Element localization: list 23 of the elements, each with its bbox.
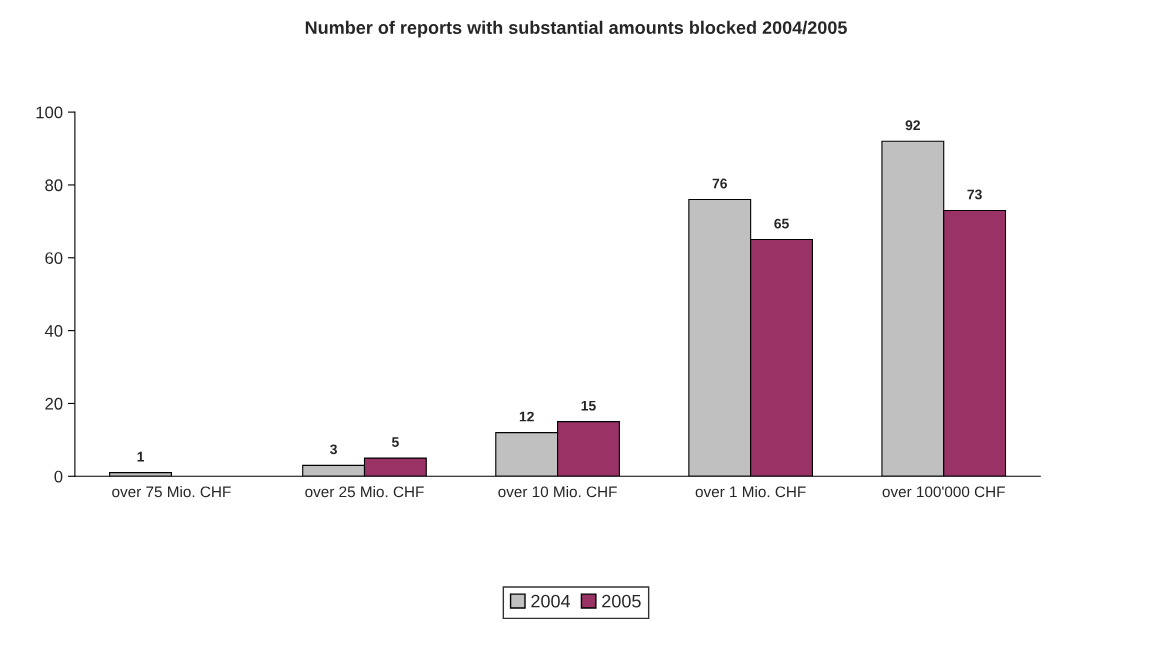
data-label: 65 [774,218,789,229]
y-tick-label: 0 [54,470,63,483]
x-tick-label: over 75 Mio. CHF [112,486,231,498]
y-tick-label: 100 [36,106,63,119]
data-label: 1 [137,451,144,462]
y-tick-label: 60 [45,252,63,264]
data-label: 3 [330,444,337,455]
data-label: 76 [712,178,727,189]
x-tick-label: over 25 Mio. CHF [305,486,424,498]
y-tick-label: 20 [45,397,63,410]
data-label: 15 [581,400,596,411]
y-tick-label: 40 [44,325,63,337]
legend-label: 2005 [602,594,641,608]
y-tick-label: 80 [45,179,63,192]
legend-label: 2004 [531,594,571,608]
x-tick-label: over 1 Mio. CHF [695,486,806,498]
data-label: 5 [391,437,399,447]
data-label: 92 [905,120,920,131]
data-label: 73 [967,189,982,200]
x-tick-label: over 10 Mio. CHF [498,486,617,498]
data-label: 12 [519,411,534,422]
x-tick-label: over 100'000 CHF [882,486,1005,498]
chart-title: Number of reports with substantial amounts blocked 2004/2005 [305,20,847,38]
